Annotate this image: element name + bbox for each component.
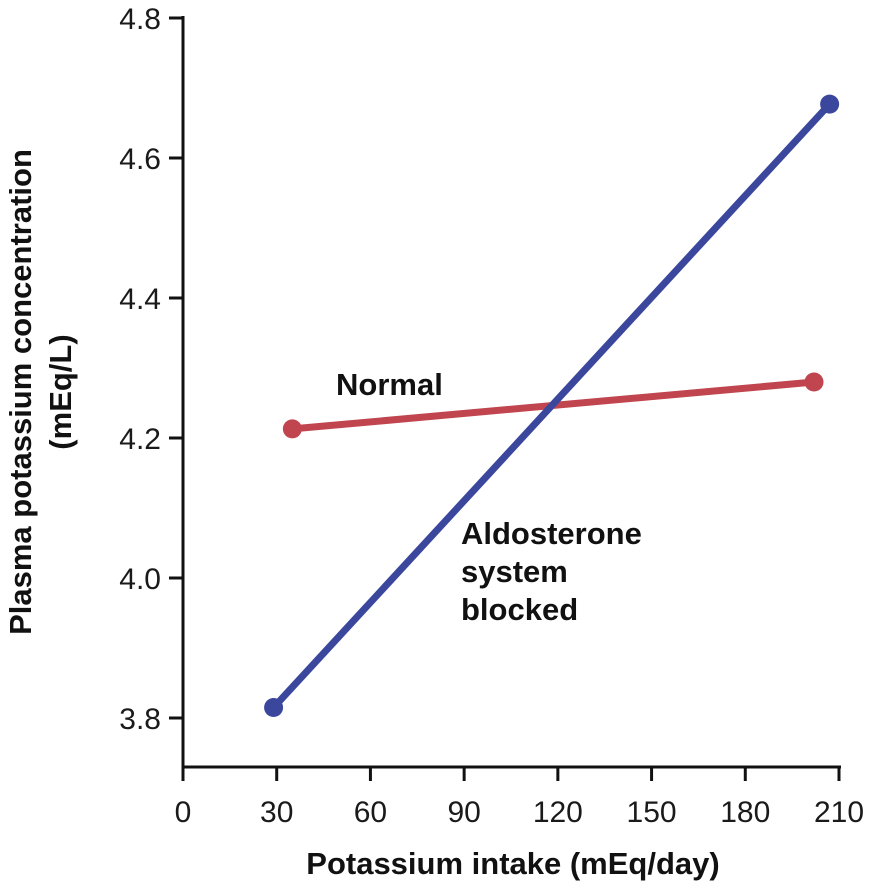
axes: 3.8 4.0 4.2 4.4 4.6 4.8 0 30 60 90 120 150 180 210 bbox=[119, 3, 864, 829]
y-tick-label: 3.8 bbox=[119, 703, 161, 736]
x-tick-label: 180 bbox=[720, 796, 770, 829]
data-point-normal bbox=[282, 419, 302, 439]
data-point-aldosterone-system-blocked bbox=[264, 698, 284, 717]
x-axis-title: Potassium intake (mEq/day) bbox=[306, 846, 719, 881]
y-tick-label: 4.2 bbox=[119, 423, 161, 456]
series-label-line: Normal bbox=[336, 367, 443, 402]
y-tick-label: 4.6 bbox=[119, 143, 161, 176]
series-label-line: blocked bbox=[461, 592, 578, 627]
x-tick-label: 90 bbox=[447, 796, 480, 829]
x-tick-label: 120 bbox=[533, 796, 583, 829]
y-tick-label: 4.0 bbox=[119, 563, 161, 596]
x-tick-label: 30 bbox=[260, 796, 293, 829]
y-tick-label: 4.8 bbox=[119, 3, 161, 36]
series-aldosterone-system-blocked: Aldosterone system blocked bbox=[264, 94, 840, 717]
x-tick-label: 60 bbox=[354, 796, 387, 829]
y-tick-label: 4.4 bbox=[119, 283, 161, 316]
y-axis-title-units: (mEq/L) bbox=[43, 334, 78, 449]
series-label-line: Aldosterone bbox=[461, 516, 642, 551]
series-label-normal: Normal bbox=[336, 367, 443, 402]
x-tick-label: 210 bbox=[814, 796, 864, 829]
axis-titles: Potassium intake (mEq/day) Plasma potass… bbox=[3, 149, 720, 881]
series-line-aldosterone-system-blocked bbox=[270, 100, 834, 711]
series-layer: Normal Aldosterone system blocked bbox=[264, 94, 840, 717]
x-tick-label: 150 bbox=[627, 796, 677, 829]
series-label-aldosterone-system-blocked: Aldosterone system blocked bbox=[461, 516, 642, 627]
data-point-normal bbox=[804, 372, 824, 392]
x-tick-label: 0 bbox=[175, 796, 192, 829]
series-label-line: system bbox=[461, 554, 568, 589]
y-axis-title: Plasma potassium concentration bbox=[3, 149, 38, 635]
data-point-aldosterone-system-blocked bbox=[820, 94, 840, 114]
